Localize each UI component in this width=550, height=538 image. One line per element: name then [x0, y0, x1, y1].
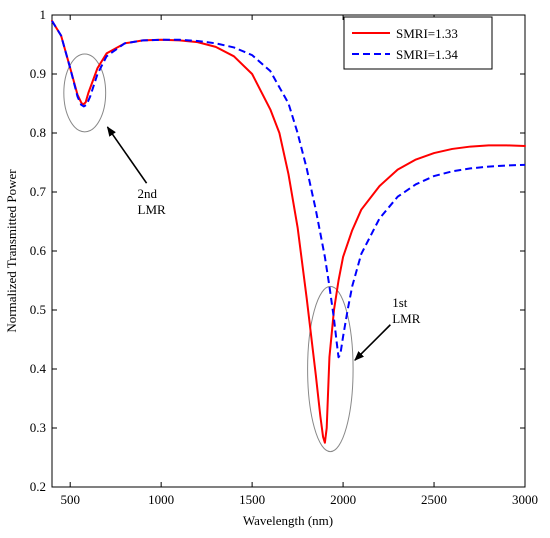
x-tick-label: 1000: [148, 492, 174, 507]
y-tick-label: 0.5: [30, 302, 46, 317]
plot-frame: [51, 14, 526, 488]
series-line-1: [51, 19, 526, 444]
y-axis-label: Normalized Transmitted Power: [4, 169, 19, 333]
first-lmr-label: LMR: [392, 311, 421, 326]
axis-tick-labels: 500 1000 1500 2000 2500 3000 0.2 0.3 0.4 0.5 0.6 0.…: [30, 7, 538, 507]
second-lmr-label: 2nd: [138, 186, 158, 201]
second-lmr-label: LMR: [138, 202, 167, 217]
x-tick-label: 500: [60, 492, 80, 507]
legend-label-2: SMRI=1.34: [396, 47, 458, 62]
legend-box: [343, 16, 493, 70]
x-tick-label: 2500: [421, 492, 447, 507]
y-tick-label: 1: [40, 7, 47, 22]
first-lmr-ellipse: [307, 285, 354, 453]
y-tick-label: 0.6: [30, 243, 47, 258]
y-tick-label: 0.8: [30, 125, 46, 140]
x-tick-label: 3000: [512, 492, 538, 507]
second-lmr-ellipse: [63, 53, 107, 133]
axis-ticks: [52, 14, 526, 488]
y-tick-label: 0.9: [30, 66, 46, 81]
x-tick-label: 1500: [239, 492, 265, 507]
x-axis-label: Wavelength (nm): [243, 513, 333, 528]
y-tick-label: 0.7: [30, 184, 47, 199]
second-lmr-arrow: [106, 126, 148, 184]
first-lmr-arrow: [354, 324, 391, 361]
first-lmr-label: 1st: [392, 295, 408, 310]
series-line-2: [51, 20, 526, 359]
x-tick-label: 2000: [330, 492, 356, 507]
y-tick-label: 0.2: [30, 479, 46, 494]
y-tick-label: 0.3: [30, 420, 46, 435]
data-series: [51, 19, 526, 444]
legend-label-1: SMRI=1.33: [396, 26, 458, 41]
y-tick-label: 0.4: [30, 361, 47, 376]
legend: SMRI=1.33 SMRI=1.34: [343, 16, 493, 70]
